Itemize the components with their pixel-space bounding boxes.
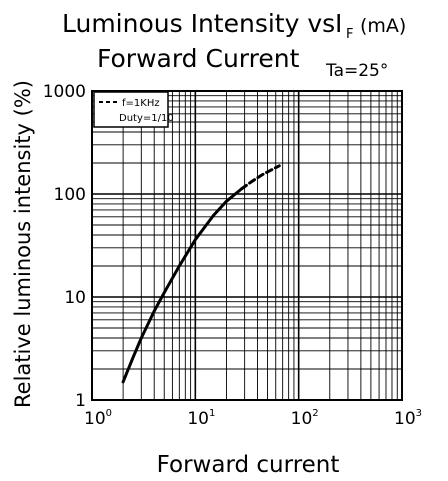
chart-legend: f=1KHz Duty=1/10 <box>93 91 174 128</box>
plot-frame <box>91 90 403 401</box>
y-tick-label: 100 <box>54 185 86 205</box>
chart-tick-labels: 100 101 102 103 1 10 100 1000 <box>43 82 422 429</box>
y-tick-label: 1 <box>75 391 86 411</box>
chart-title-symbol: I <box>335 9 342 38</box>
chart-series <box>121 164 281 384</box>
chart-grid <box>91 90 403 401</box>
x-axis-title: Forward current <box>157 452 340 478</box>
x-tick-label: 100 <box>84 408 112 429</box>
y-axis-title: Relative luminous intensity (%) <box>11 80 35 408</box>
chart-title-symbol-subscript: F <box>346 27 353 42</box>
chart-title-unit: (mA) <box>360 15 406 37</box>
legend-box <box>93 91 169 128</box>
x-tick-label: 103 <box>394 408 422 429</box>
x-tick-label: 101 <box>187 408 215 429</box>
chart-condition: Ta=25° <box>325 61 388 81</box>
legend-label-frequency: f=1KHz <box>122 98 160 109</box>
series-line-solid <box>121 187 243 384</box>
y-tick-label: 1000 <box>43 82 86 102</box>
x-tick-label: 102 <box>291 408 319 429</box>
legend-label-duty: Duty=1/10 <box>119 113 174 124</box>
series-line-dashed <box>240 164 281 191</box>
chart-title-line2: Forward Current <box>97 44 300 73</box>
chart-title-line1: Luminous Intensity vs <box>62 9 335 38</box>
y-tick-label: 10 <box>64 288 86 308</box>
